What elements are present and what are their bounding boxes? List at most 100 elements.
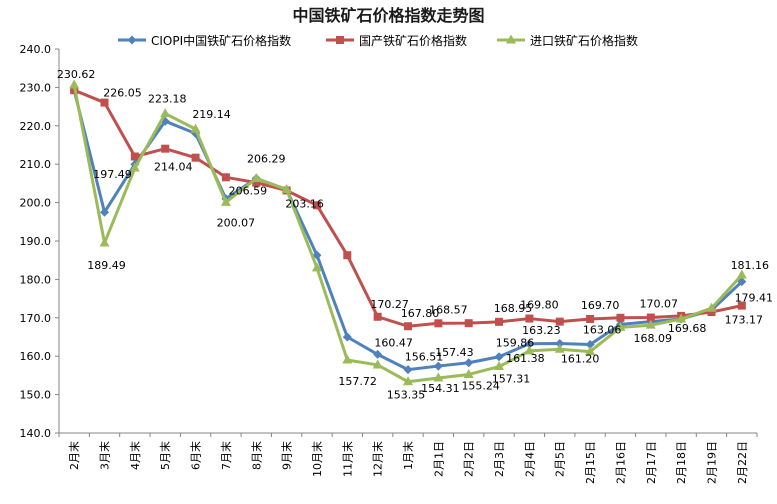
y-tick-label: 170.0 [20,312,52,325]
data-point [161,144,170,153]
data-label: 157.72 [338,375,377,388]
x-tick-label: 2月18日 [675,441,688,484]
data-point [434,319,443,328]
data-label: 214.04 [154,161,193,174]
data-label: 161.38 [506,352,545,365]
data-label: 230.62 [57,68,96,81]
data-point [524,345,535,355]
data-point [221,173,230,182]
data-point [706,302,717,312]
data-point [100,207,110,217]
data-label: 197.49 [93,168,132,181]
data-point [736,269,747,279]
data-point [69,79,80,89]
data-point [372,359,383,369]
data-point [525,314,534,323]
data-point [373,349,383,359]
data-label: 168.95 [494,302,533,315]
y-tick-label: 230.0 [20,81,52,94]
data-point [433,372,444,382]
y-tick-label: 180.0 [20,273,52,286]
data-point [585,339,595,349]
data-point [312,201,321,210]
x-tick-label: 9月末 [280,441,294,470]
data-label: 163.23 [522,324,561,337]
x-tick-label: 8月末 [249,441,263,470]
y-tick-label: 140.0 [20,427,52,440]
data-point [495,317,504,326]
x-tick-label: 2月5日 [554,441,567,477]
data-point [129,162,140,172]
data-point [463,368,474,378]
data-label: 181.16 [731,259,770,272]
data-point [127,35,137,45]
x-tick-label: 12月末 [371,441,385,477]
legend-label: 进口铁矿石价格指数 [530,33,638,48]
data-point [342,332,352,342]
data-label: 169.80 [520,299,559,312]
data-label: 170.07 [640,298,679,311]
data-point [336,36,344,44]
x-tick-label: 1月末 [401,441,415,470]
data-label: 156.51 [405,351,444,364]
x-tick-label: 2月3日 [493,441,506,477]
y-tick-label: 190.0 [20,235,52,248]
data-point [100,98,109,107]
y-tick-label: 210.0 [20,158,52,171]
data-point [191,153,200,162]
legend-item: CIOPI中国铁矿石价格指数 [118,33,291,48]
y-tick-label: 220.0 [20,120,52,133]
data-point [555,339,565,349]
data-label: 168.57 [429,303,468,316]
data-label: 173.17 [725,314,764,327]
y-tick-label: 160.0 [20,350,52,363]
y-tick-label: 150.0 [20,389,52,402]
data-point [190,123,201,133]
data-point [251,172,262,182]
data-point [464,358,474,368]
data-point [585,346,596,356]
chart-title: 中国铁矿石价格指数走势图 [292,6,485,25]
data-point [404,322,412,331]
data-point [707,308,716,317]
data-label: 163.06 [583,323,622,336]
data-label: 169.68 [668,322,707,335]
data-point [99,237,110,247]
series-3 [69,79,747,386]
data-label: 179.41 [735,292,774,305]
data-label: 170.27 [370,298,409,311]
data-point [403,376,413,386]
data-label: 160.47 [374,336,413,349]
x-tick-label: 6月末 [189,441,203,470]
data-label: 206.29 [247,152,286,165]
data-point [252,178,261,187]
x-tick-label: 2月19日 [705,441,718,484]
data-point [403,365,413,375]
data-label: 189.49 [87,259,126,272]
data-point [524,339,534,349]
x-tick-label: 11月末 [340,441,354,477]
x-tick-label: 2月15日 [584,441,597,484]
x-tick-label: 2月末 [67,441,81,470]
data-point [343,251,352,260]
data-point [506,34,516,44]
data-point [615,321,626,331]
data-point [645,319,656,329]
data-label: 203.16 [285,197,324,210]
data-point [160,108,171,118]
data-point [130,152,139,161]
data-label: 153.35 [387,389,426,402]
legend-label: 国产铁矿石价格指数 [359,33,467,48]
data-point [311,262,322,272]
data-point [646,313,655,322]
data-label: 154.31 [421,382,460,395]
legend-label: CIOPI中国铁矿石价格指数 [151,33,291,48]
data-point [281,184,292,194]
x-tick-label: 2月4日 [523,441,536,477]
data-point [342,354,353,364]
data-label: 155.24 [461,379,500,392]
data-point [586,314,595,323]
data-label: 168.09 [634,332,673,345]
